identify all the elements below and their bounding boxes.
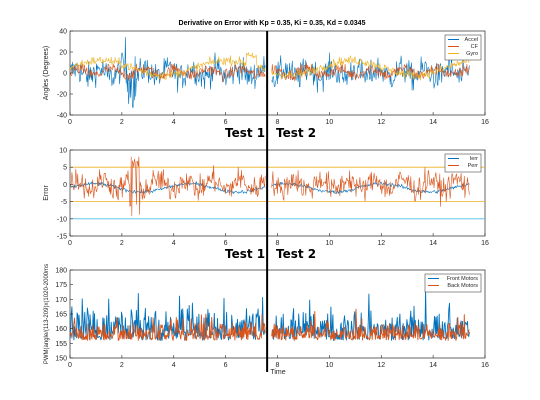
plot-3-xtick-label: 6	[224, 362, 228, 369]
plot-2-legend-label: Perr	[468, 163, 479, 169]
plot-3-series-back-motors	[69, 308, 470, 341]
plot-2-xtick-label: 12	[377, 240, 385, 247]
plot-3-xlabel: Time	[270, 369, 285, 376]
plot-3-xtick-label: 0	[68, 362, 72, 369]
plot-2-series-perr	[69, 156, 470, 217]
test-1-label-bottom: Test 1	[225, 247, 265, 261]
plot-2-xtick-label: 8	[276, 240, 280, 247]
plot-1-xtick-label: 16	[481, 119, 489, 126]
plot-1-xtick-label: 12	[377, 119, 385, 126]
plot-3-xtick-label: 10	[325, 362, 333, 369]
plot-2-ylabel: Error	[43, 185, 50, 201]
test-1-label-top: Test 1	[225, 126, 265, 140]
plot-1-xtick-label: 10	[325, 119, 333, 126]
plot-3-xtick-label: 16	[481, 362, 489, 369]
test-2-label-bottom: Test 2	[276, 247, 316, 261]
chart-title: Derivative on Error with Kp = 0.35, Ki =…	[179, 20, 366, 27]
plot-3-legend-label: Back Motors	[447, 283, 478, 289]
plot-2-xtick-label: 0	[68, 240, 72, 247]
plot-1-xtick-label: 8	[276, 119, 280, 126]
plot-3-ylabel: PWM(angle/(113-209)x(1020-2000ms	[44, 264, 50, 364]
plot-1-series-cf	[69, 62, 470, 83]
plot-3-xtick-label: 2	[120, 362, 124, 369]
plot-1-ytick-label: 20	[59, 50, 67, 57]
plot-1-xtick-label: 2	[120, 119, 124, 126]
plot-2-xtick-label: 10	[325, 240, 333, 247]
plot-1-series-gyro	[69, 52, 470, 81]
plot-1-ytick-label: 40	[59, 29, 67, 36]
plot-2-ytick-label: -10	[57, 216, 67, 223]
plot-1-ytick-label: -40	[57, 113, 67, 120]
plot-3-xtick-label: 12	[377, 362, 385, 369]
plot-3-xtick-label: 4	[172, 362, 176, 369]
plot-1-legend-label: Gyro	[466, 51, 478, 57]
plot-1-legend-label: Accel	[465, 37, 478, 43]
plot-2-xtick-label: 6	[224, 240, 228, 247]
plot-3-ytick-label: 165	[55, 312, 67, 319]
plot-3-ytick-label: 155	[55, 341, 67, 348]
test-2-label-top: Test 2	[276, 126, 316, 140]
plot-3-legend-label: Front Motors	[447, 276, 478, 282]
plot-2-xtick-label: 4	[172, 240, 176, 247]
plot-3-ytick-label: 160	[55, 326, 67, 333]
plot-1-xtick-label: 0	[68, 119, 72, 126]
plot-1-ytick-label: 0	[63, 71, 67, 78]
plot-1-ylabel: Angles (Degrees)	[43, 46, 50, 100]
plot-1-legend-label: CF	[471, 44, 479, 50]
plot-2-ytick-label: -5	[61, 199, 67, 206]
plot-3-ytick-label: 175	[55, 282, 67, 289]
plot-3-ytick-label: 180	[55, 268, 67, 275]
plot-2-xtick-label: 14	[429, 240, 437, 247]
plot-2-ytick-label: 0	[63, 182, 67, 189]
plot-3-ytick-label: 150	[55, 356, 67, 363]
plot-3-xtick-label: 8	[276, 362, 280, 369]
plot-3-area	[69, 269, 486, 359]
plot-1-xtick-label: 6	[224, 119, 228, 126]
plot-1-xtick-label: 4	[172, 119, 176, 126]
plot-2-ytick-label: 5	[63, 165, 67, 172]
plot-2-xtick-label: 2	[120, 240, 124, 247]
plot-1-xtick-label: 14	[429, 119, 437, 126]
plot-3-xtick-label: 14	[429, 362, 437, 369]
plot-2-ytick-label: 10	[59, 148, 67, 155]
plot-2-legend-label: Ierr	[470, 156, 478, 162]
plot-2-xtick-label: 16	[481, 240, 489, 247]
plot-3-ytick-label: 170	[55, 297, 67, 304]
plot-1-ytick-label: -20	[57, 92, 67, 99]
plot-2-ytick-label: -15	[57, 234, 67, 241]
